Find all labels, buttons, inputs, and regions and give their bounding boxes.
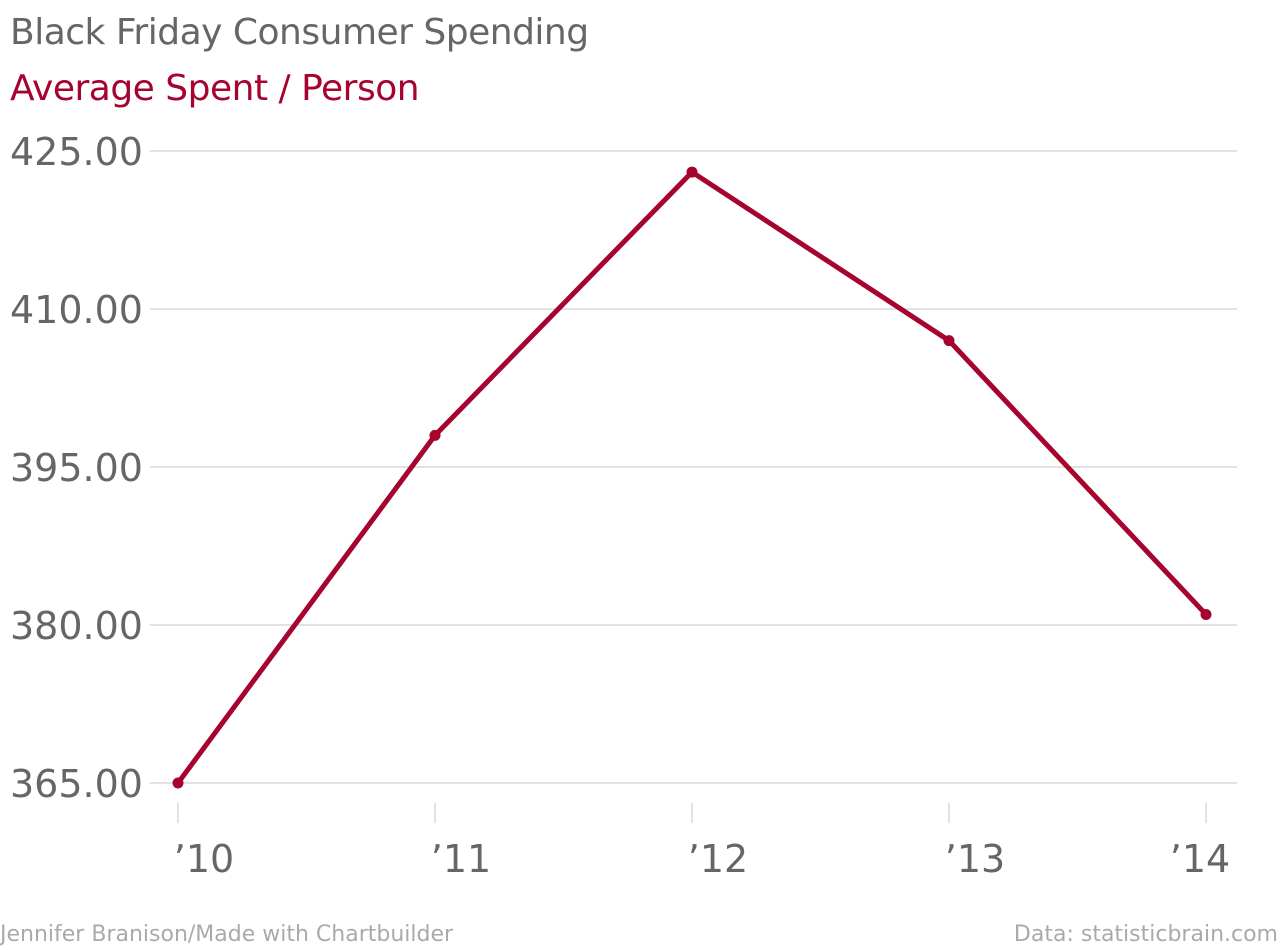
y-axis-ticks: 425.00 410.00 395.00 380.00 365.00 — [10, 130, 143, 806]
x-tick-label: ’10 — [174, 837, 234, 881]
x-tick-label: ’11 — [431, 837, 491, 881]
data-point — [943, 335, 955, 347]
y-tick-label: 380.00 — [10, 604, 143, 648]
data-point — [1200, 608, 1212, 620]
x-tick-label: ’14 — [1170, 837, 1230, 881]
x-tick-label: ’13 — [945, 837, 1005, 881]
y-tick-label: 410.00 — [10, 288, 143, 332]
data-point — [172, 777, 184, 789]
x-tick-label: ’12 — [688, 837, 748, 881]
data-point — [686, 166, 698, 178]
series-layer — [172, 166, 1212, 789]
x-axis-ticks: ’10 ’11 ’12 ’13 ’14 — [174, 803, 1230, 881]
y-tick-label: 365.00 — [10, 762, 143, 806]
footer-credit: Jennifer Branison/Made with Chartbuilder — [0, 922, 454, 947]
series-line — [175, 169, 1209, 786]
footer-source: Data: statisticbrain.com — [1013, 922, 1278, 947]
gridlines — [150, 150, 1237, 784]
chart-subtitle: Average Spent / Person — [10, 68, 420, 109]
data-point — [429, 429, 441, 441]
y-tick-label: 425.00 — [10, 130, 143, 174]
chart-title: Black Friday Consumer Spending — [10, 12, 589, 53]
y-tick-label: 395.00 — [10, 446, 143, 490]
